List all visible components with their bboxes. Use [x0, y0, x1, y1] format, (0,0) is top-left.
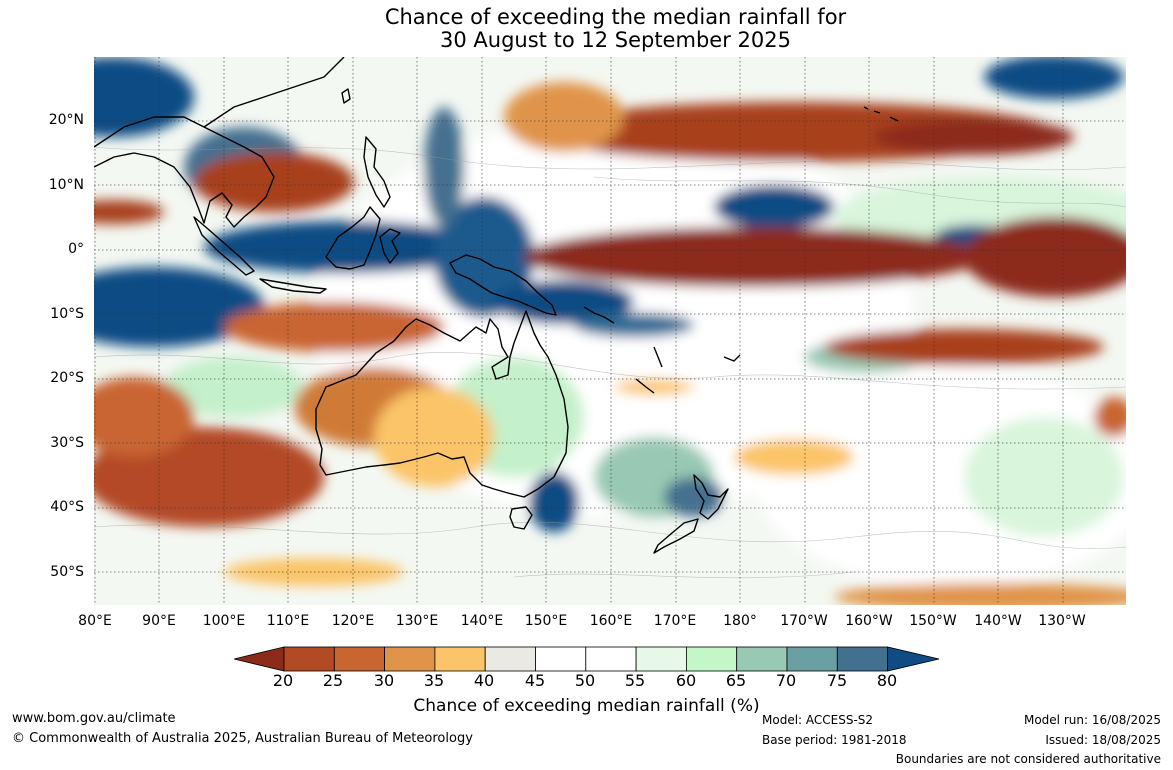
- vanuatu-coastline: [653, 346, 663, 368]
- legend-tick-70: 70: [775, 671, 797, 690]
- model-run-date: Model run: 16/08/2025: [1023, 713, 1161, 727]
- lon-label-170w: 170°W: [780, 613, 828, 629]
- sumatra-coastline: [193, 216, 255, 276]
- legend-swatch-60-65: [685, 646, 738, 672]
- lon-label-160w: 160°W: [845, 613, 893, 629]
- lon-label-150e: 150°E: [524, 613, 568, 629]
- graticule: [94, 57, 1126, 605]
- model-name: Model: ACCESS-S2: [762, 713, 874, 727]
- tasmania-coastline: [509, 506, 533, 530]
- java-coastline: [259, 278, 327, 294]
- lon-label-180: 180°: [723, 613, 757, 629]
- lon-label-140e: 140°E: [460, 613, 504, 629]
- lat-label-0: 0°: [68, 241, 84, 257]
- taiwan-coastline: [341, 88, 351, 104]
- lat-label-30s: 30°S: [50, 435, 84, 451]
- new-zealand-south-coastline: [653, 518, 699, 554]
- legend-title: Chance of exceeding median rainfall (%): [413, 696, 760, 716]
- hawaii-coastline: [863, 106, 899, 122]
- lon-label-170e: 170°E: [653, 613, 697, 629]
- legend-tick-55: 55: [624, 671, 646, 690]
- coastlines: [94, 57, 899, 554]
- map-title-line-1: Chance of exceeding the median rainfall …: [384, 5, 847, 29]
- legend-swatch-above-80: [887, 646, 940, 672]
- legend-swatch-35-40: [434, 646, 486, 672]
- lat-label-40s: 40°S: [50, 499, 84, 515]
- legend-tick-40: 40: [473, 671, 495, 690]
- lat-label-20s: 20°S: [50, 370, 84, 386]
- lon-label-80e: 80°E: [78, 613, 112, 629]
- lat-label-10n: 10°N: [48, 177, 84, 193]
- lon-label-140w: 140°W: [974, 613, 1022, 629]
- china-coastline: [203, 57, 345, 128]
- legend-tick-60: 60: [675, 671, 697, 690]
- base-period: Base period: 1981-2018: [762, 733, 907, 747]
- borneo-coastline: [325, 206, 381, 270]
- legend-swatch-45-50: [535, 646, 587, 672]
- lat-label-20n: 20°N: [48, 112, 84, 128]
- legend-swatch-20-25: [283, 646, 335, 672]
- copyright-notice: © Commonwealth of Australia 2025, Austra…: [12, 731, 473, 746]
- legend-tick-80: 80: [876, 671, 898, 690]
- contour-lines: [94, 146, 1126, 579]
- legend-tick-35: 35: [423, 671, 445, 690]
- new-caledonia-coastline: [635, 378, 655, 394]
- australia-coastline: [315, 310, 569, 498]
- legend-tick-50: 50: [574, 671, 596, 690]
- legend-tick-25: 25: [322, 671, 344, 690]
- rainfall-outlook-map: [94, 57, 1126, 605]
- lon-label-100e: 100°E: [202, 613, 246, 629]
- lat-label-50s: 50°S: [50, 564, 84, 580]
- legend-swatch-55-60: [635, 646, 687, 672]
- legend-tick-20: 20: [272, 671, 294, 690]
- lat-label-10s: 10°S: [50, 306, 84, 322]
- philippines-coastline: [363, 136, 391, 208]
- legend-swatch-below-20: [234, 646, 285, 672]
- legend-tick-30: 30: [373, 671, 395, 690]
- map-canvas: [94, 57, 1126, 605]
- map-title-line-2: 30 August to 12 September 2025: [440, 28, 791, 52]
- lon-label-130w: 130°W: [1038, 613, 1086, 629]
- legend-swatch-40-45: [484, 646, 536, 672]
- lon-label-120e: 120°E: [331, 613, 375, 629]
- legend-swatch-75-80: [836, 646, 888, 672]
- website-link[interactable]: www.bom.gov.au/climate: [12, 711, 176, 726]
- lon-label-90e: 90°E: [142, 613, 176, 629]
- lon-label-150w: 150°W: [909, 613, 957, 629]
- legend-swatch-70-75: [786, 646, 838, 672]
- colour-legend: [234, 646, 940, 672]
- new-zealand-north-coastline: [693, 474, 729, 520]
- boundaries-disclaimer: Boundaries are not considered authoritat…: [895, 752, 1161, 766]
- lon-label-130e: 130°E: [395, 613, 439, 629]
- legend-tick-65: 65: [725, 671, 747, 690]
- legend-tick-75: 75: [826, 671, 848, 690]
- new-guinea-coastline: [449, 254, 557, 316]
- issued-date: Issued: 18/08/2025: [1045, 733, 1161, 747]
- legend-tick-45: 45: [524, 671, 546, 690]
- legend-swatch-50-55: [585, 646, 637, 672]
- legend-swatch-30-35: [384, 646, 436, 672]
- solomon-islands-coastline: [583, 306, 615, 324]
- sulawesi-coastline: [379, 228, 401, 264]
- lon-label-160e: 160°E: [589, 613, 633, 629]
- legend-swatch-25-30: [333, 646, 386, 672]
- legend-swatch-65-70: [736, 646, 788, 672]
- lon-label-110e: 110°E: [266, 613, 310, 629]
- fiji-coastline: [723, 354, 741, 362]
